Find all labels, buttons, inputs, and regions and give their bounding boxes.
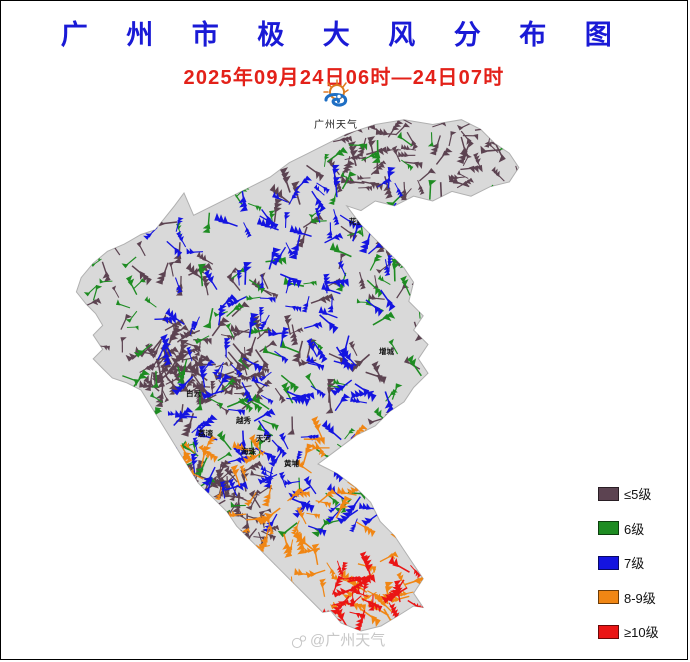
svg-text:花都: 花都 bbox=[349, 216, 364, 226]
svg-text:越秀: 越秀 bbox=[235, 415, 251, 425]
svg-text:黄埔: 黄埔 bbox=[284, 458, 299, 468]
svg-text:荔湾: 荔湾 bbox=[197, 428, 213, 438]
svg-text:番禺: 番禺 bbox=[225, 540, 241, 550]
svg-text:增城: 增城 bbox=[379, 346, 394, 356]
svg-text:南沙: 南沙 bbox=[271, 588, 286, 598]
svg-text:海珠: 海珠 bbox=[241, 446, 256, 456]
svg-text:白云: 白云 bbox=[186, 388, 201, 398]
svg-text:天河: 天河 bbox=[256, 433, 271, 443]
